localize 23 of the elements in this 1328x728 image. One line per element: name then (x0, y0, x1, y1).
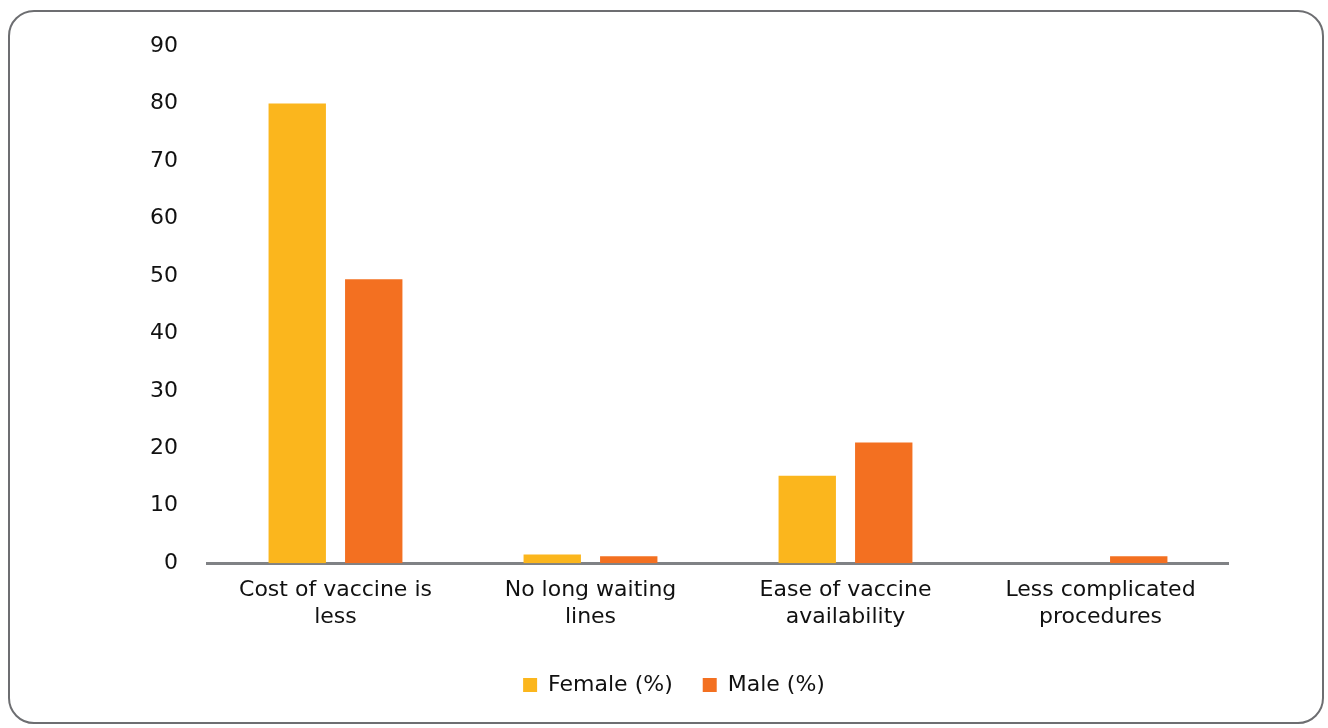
y-tick-label: 70 (149, 146, 178, 172)
bar (268, 103, 326, 564)
bar (345, 279, 403, 564)
bar (600, 556, 658, 564)
y-tick-label: 50 (149, 261, 178, 287)
bar (855, 442, 913, 564)
bar (523, 554, 581, 564)
y-tick-label: 30 (149, 376, 178, 402)
x-tick-label: Ease of vaccine availability (759, 576, 932, 628)
y-tick-label: 20 (149, 433, 178, 459)
bar (1110, 556, 1168, 564)
y-tick-label: 10 (149, 491, 178, 517)
y-tick-label: 90 (149, 31, 178, 57)
y-tick-label: 40 (149, 319, 178, 345)
bar (778, 475, 836, 564)
y-tick-label: 0 (163, 548, 178, 574)
x-tick-label: No long waiting lines (504, 576, 677, 628)
legend-label: Female (%) (548, 670, 673, 696)
x-tick-label: Less complicated procedures (1005, 576, 1196, 628)
x-tick-label: Cost of vaccine is less (239, 576, 432, 628)
y-tick-label: 80 (149, 89, 178, 115)
legend-label: Male (%) (727, 670, 825, 696)
y-tick-label: 60 (149, 204, 178, 230)
